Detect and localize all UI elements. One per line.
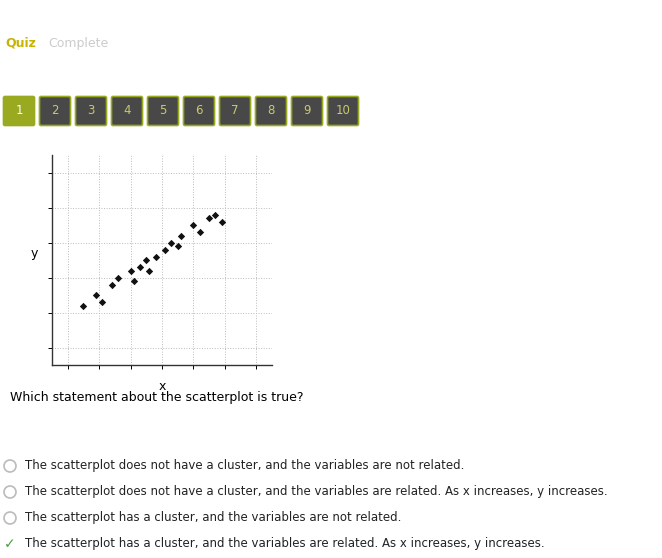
Point	[210, 210, 220, 219]
FancyBboxPatch shape	[220, 97, 250, 126]
Text: 6: 6	[195, 104, 203, 118]
Text: The scatterplot has a cluster, and the variables are related. As x increases, y : The scatterplot has a cluster, and the v…	[25, 537, 545, 551]
Point	[125, 266, 136, 275]
Point	[78, 301, 89, 310]
FancyBboxPatch shape	[291, 97, 322, 126]
Text: 10: 10	[336, 104, 350, 118]
Text: 2: 2	[51, 104, 59, 118]
Point	[204, 214, 214, 223]
Point	[150, 252, 161, 261]
Point	[166, 238, 177, 247]
FancyBboxPatch shape	[256, 97, 287, 126]
X-axis label: x: x	[158, 379, 166, 393]
Point	[175, 231, 186, 240]
FancyBboxPatch shape	[148, 97, 179, 126]
Text: 5: 5	[160, 104, 167, 118]
Text: The scatterplot does not have a cluster, and the variables are not related.: The scatterplot does not have a cluster,…	[25, 459, 464, 473]
Text: The scatterplot has a cluster, and the variables are not related.: The scatterplot has a cluster, and the v…	[25, 512, 401, 525]
Text: The scatterplot does not have a cluster, and the variables are related. As x inc: The scatterplot does not have a cluster,…	[25, 485, 608, 498]
FancyBboxPatch shape	[75, 97, 107, 126]
Text: 100: 100	[8, 61, 60, 85]
Text: Complete: Complete	[48, 36, 109, 50]
Point	[128, 277, 139, 286]
Text: 9: 9	[303, 104, 310, 118]
Point	[144, 266, 155, 275]
Point	[195, 228, 205, 237]
Text: ✓: ✓	[4, 537, 16, 551]
FancyBboxPatch shape	[40, 97, 70, 126]
Text: 7: 7	[231, 104, 239, 118]
Point	[160, 245, 170, 254]
Text: Quiz: Quiz	[5, 36, 36, 50]
Y-axis label: y: y	[31, 247, 38, 260]
Point	[172, 242, 183, 251]
Text: Interpreting Clusters and Outliers: Interpreting Clusters and Outliers	[5, 8, 348, 26]
FancyBboxPatch shape	[328, 97, 359, 126]
Point	[107, 280, 117, 289]
Text: 4: 4	[123, 104, 131, 118]
Point	[97, 297, 108, 306]
Text: Attempt 1: Attempt 1	[60, 66, 120, 79]
Point	[91, 291, 101, 300]
Text: 8: 8	[267, 104, 275, 118]
Text: 3: 3	[87, 104, 95, 118]
FancyBboxPatch shape	[183, 97, 214, 126]
FancyBboxPatch shape	[111, 97, 142, 126]
Text: Which statement about the scatterplot is true?: Which statement about the scatterplot is…	[10, 392, 303, 405]
FancyBboxPatch shape	[3, 97, 34, 126]
Point	[216, 217, 227, 226]
Point	[141, 256, 152, 264]
Point	[134, 262, 145, 271]
Point	[188, 220, 199, 229]
Text: 1: 1	[15, 104, 23, 118]
Text: %: %	[47, 63, 58, 73]
Point	[113, 273, 123, 282]
